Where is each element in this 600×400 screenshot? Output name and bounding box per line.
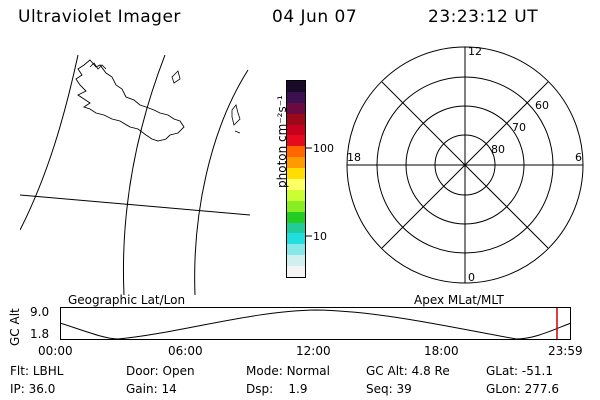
color-bar-swatch <box>287 211 305 224</box>
mlt-label-18: 18 <box>347 151 361 164</box>
status-glat: GLat: -51.1 <box>486 364 553 378</box>
status-dsp: Dsp: 1.9 <box>246 382 308 396</box>
mlat-label-70: 70 <box>512 121 526 134</box>
status-door: Door: Open <box>126 364 195 378</box>
island-outline <box>171 70 181 84</box>
observation-time: 23:23:12 UT <box>428 7 539 27</box>
status-filter: Flt: LBHL <box>10 364 64 378</box>
color-bar-swatch <box>287 266 305 278</box>
map-meridian-line <box>194 69 249 295</box>
altitude-tick-min: 1.8 <box>30 327 50 341</box>
color-bar-swatch <box>287 233 305 245</box>
color-bar-swatch <box>287 168 305 180</box>
color-bar-swatch <box>287 200 305 213</box>
mlt-label-0: 0 <box>468 271 475 284</box>
time-tick: 06:00 <box>168 344 203 358</box>
coastline <box>75 59 185 142</box>
island-outline <box>234 130 241 134</box>
color-bar-swatch <box>287 222 305 234</box>
time-tick: 23:59 <box>548 344 583 358</box>
color-bar-tick-label: 10 <box>313 230 327 243</box>
color-bar-ticks: 100 10 <box>306 142 334 243</box>
color-bar-swatch <box>287 157 305 169</box>
mlt-label-6: 6 <box>575 151 582 164</box>
status-mode: Mode: Normal <box>246 364 330 378</box>
island-outline <box>231 104 241 126</box>
mlat-label-60: 60 <box>535 99 549 112</box>
color-bar-swatch <box>287 146 305 158</box>
color-bar-tick-label: 100 <box>313 142 334 155</box>
color-bar-swatch <box>287 179 305 191</box>
map-meridian-line <box>123 55 166 295</box>
time-tick: 12:00 <box>296 344 331 358</box>
altitude-axis-title: GC Alt <box>8 308 22 346</box>
coastline <box>89 62 107 70</box>
status-seq: Seq: 39 <box>366 382 412 396</box>
polar-plot: 12 18 6 0 60 70 80 <box>346 45 584 284</box>
color-bar-swatch <box>287 255 305 267</box>
status-glon: GLon: 277.6 <box>486 382 559 396</box>
geographic-label: Geographic Lat/Lon <box>68 293 186 307</box>
color-bar-swatch <box>287 244 305 256</box>
status-ip: IP: 36.0 <box>10 382 56 396</box>
color-bar-swatch <box>287 81 305 93</box>
color-bar-swatch <box>287 124 305 136</box>
observation-date: 04 Jun 07 <box>272 7 358 27</box>
color-bar-unit-label: photon cm⁻²s⁻¹ <box>275 95 289 188</box>
mlt-label-12: 12 <box>468 45 482 58</box>
color-bar-swatch <box>287 189 305 202</box>
instrument-title: Ultraviolet Imager <box>18 7 181 27</box>
status-gain: Gain: 14 <box>126 382 177 396</box>
map-meridian-line <box>20 55 79 231</box>
color-bar-swatch <box>287 102 305 115</box>
color-bar-swatch <box>287 135 305 147</box>
apex-label: Apex MLat/MLT <box>414 293 504 307</box>
map-parallel-line <box>20 194 250 216</box>
color-bar-swatch <box>287 91 305 104</box>
time-tick: 18:00 <box>424 344 459 358</box>
mlat-label-80: 80 <box>491 143 505 156</box>
status-gc-alt: GC Alt: 4.8 Re <box>366 364 450 378</box>
geographic-map <box>20 55 250 295</box>
time-tick: 00:00 <box>38 344 73 358</box>
altitude-curve <box>60 309 572 340</box>
color-bar <box>286 80 306 278</box>
altitude-timeline <box>60 307 572 340</box>
altitude-tick-max: 9.0 <box>30 305 50 319</box>
color-bar-swatch <box>287 113 305 126</box>
